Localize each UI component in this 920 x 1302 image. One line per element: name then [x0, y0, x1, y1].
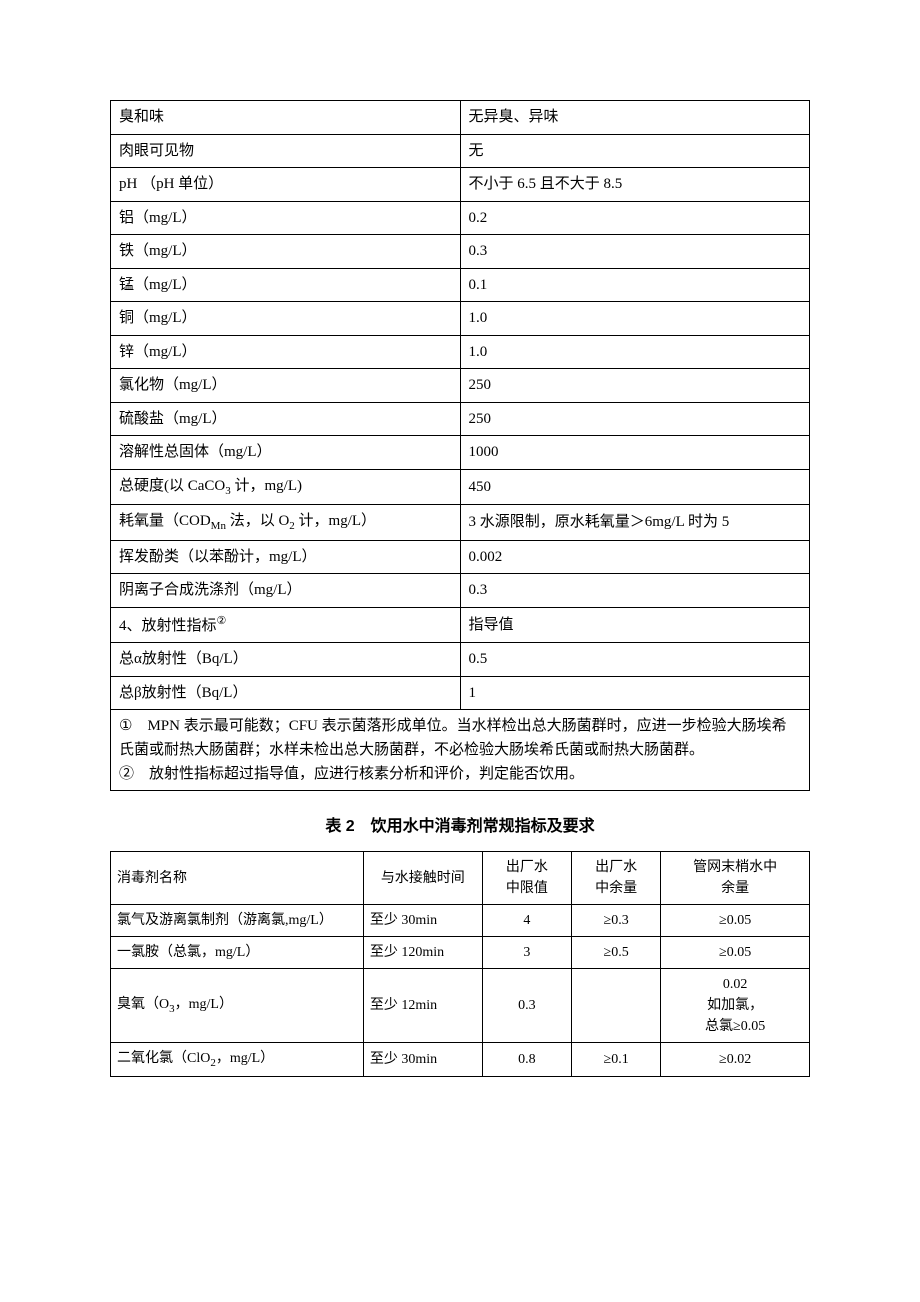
factory-limit: 0.8: [482, 1043, 571, 1077]
header-network: 管网末梢水中余量: [661, 852, 810, 905]
param-cell: 硫酸盐（mg/L）: [111, 402, 461, 436]
water-quality-params-table: 臭和味无异臭、异味 肉眼可见物无 pH （pH 单位）不小于 6.5 且不大于 …: [110, 100, 810, 791]
table-row: 耗氧量（CODMn 法，以 O2 计，mg/L）3 水源限制，原水耗氧量＞6mg…: [111, 505, 810, 541]
table-footnote-row: ① MPN 表示最可能数；CFU 表示菌落形成单位。当水样检出总大肠菌群时，应进…: [111, 710, 810, 791]
network-residual: ≥0.02: [661, 1043, 810, 1077]
factory-limit: 3: [482, 937, 571, 969]
table-row: 氯气及游离氯制剂（游离氯,mg/L） 至少 30min 4 ≥0.3 ≥0.05: [111, 905, 810, 937]
limit-cell: 0.3: [460, 574, 810, 608]
factory-residual: ≥0.3: [572, 905, 661, 937]
table-row: 4、放射性指标②指导值: [111, 607, 810, 643]
param-cell: 锰（mg/L）: [111, 268, 461, 302]
limit-cell: 450: [460, 469, 810, 505]
limit-cell: 1: [460, 676, 810, 710]
table-row: 硫酸盐（mg/L）250: [111, 402, 810, 436]
factory-limit: 0.3: [482, 969, 571, 1043]
limit-cell: 0.5: [460, 643, 810, 677]
param-cell: 阴离子合成洗涤剂（mg/L）: [111, 574, 461, 608]
limit-cell: 无: [460, 134, 810, 168]
table-row: 铜（mg/L）1.0: [111, 302, 810, 336]
factory-residual: [572, 969, 661, 1043]
table-row: 肉眼可见物无: [111, 134, 810, 168]
table-row: 总α放射性（Bq/L）0.5: [111, 643, 810, 677]
contact-time: 至少 12min: [363, 969, 482, 1043]
disinfectant-name: 氯气及游离氯制剂（游离氯,mg/L）: [111, 905, 364, 937]
limit-cell: 不小于 6.5 且不大于 8.5: [460, 168, 810, 202]
table-row: 挥发酚类（以苯酚计，mg/L）0.002: [111, 540, 810, 574]
limit-cell: 250: [460, 369, 810, 403]
factory-residual: ≥0.1: [572, 1043, 661, 1077]
contact-time: 至少 120min: [363, 937, 482, 969]
limit-cell: 1000: [460, 436, 810, 470]
network-residual: 0.02如加氯，总氯≥0.05: [661, 969, 810, 1043]
table-row: 铝（mg/L）0.2: [111, 201, 810, 235]
table-row: 溶解性总固体（mg/L）1000: [111, 436, 810, 470]
disinfectant-name: 一氯胺（总氯，mg/L）: [111, 937, 364, 969]
limit-cell: 指导值: [460, 607, 810, 643]
disinfectant-table: 消毒剂名称 与水接触时间 出厂水中限值 出厂水中余量 管网末梢水中余量 氯气及游…: [110, 851, 810, 1077]
param-cell: 4、放射性指标②: [111, 607, 461, 643]
table-row: 二氧化氯（ClO2，mg/L） 至少 30min 0.8 ≥0.1 ≥0.02: [111, 1043, 810, 1077]
limit-cell: 0.002: [460, 540, 810, 574]
table-row: 臭和味无异臭、异味: [111, 101, 810, 135]
table-row: 锰（mg/L）0.1: [111, 268, 810, 302]
table2-title: 表 2 饮用水中消毒剂常规指标及要求: [110, 815, 810, 839]
factory-residual: ≥0.5: [572, 937, 661, 969]
table-row: 阴离子合成洗涤剂（mg/L）0.3: [111, 574, 810, 608]
param-cell: 总α放射性（Bq/L）: [111, 643, 461, 677]
table-row: pH （pH 单位）不小于 6.5 且不大于 8.5: [111, 168, 810, 202]
table-row: 总β放射性（Bq/L）1: [111, 676, 810, 710]
table-row: 总硬度(以 CaCO3 计，mg/L)450: [111, 469, 810, 505]
table-row: 锌（mg/L）1.0: [111, 335, 810, 369]
param-cell: 铁（mg/L）: [111, 235, 461, 269]
table-header-row: 消毒剂名称 与水接触时间 出厂水中限值 出厂水中余量 管网末梢水中余量: [111, 852, 810, 905]
table-row: 一氯胺（总氯，mg/L） 至少 120min 3 ≥0.5 ≥0.05: [111, 937, 810, 969]
header-limit: 出厂水中限值: [482, 852, 571, 905]
limit-cell: 0.2: [460, 201, 810, 235]
limit-cell: 3 水源限制，原水耗氧量＞6mg/L 时为 5: [460, 505, 810, 541]
limit-cell: 1.0: [460, 302, 810, 336]
table-row: 臭氧（O3，mg/L） 至少 12min 0.3 0.02如加氯，总氯≥0.05: [111, 969, 810, 1043]
param-cell: 总β放射性（Bq/L）: [111, 676, 461, 710]
param-cell: 耗氧量（CODMn 法，以 O2 计，mg/L）: [111, 505, 461, 541]
param-cell: 总硬度(以 CaCO3 计，mg/L): [111, 469, 461, 505]
network-residual: ≥0.05: [661, 937, 810, 969]
footnote-cell: ① MPN 表示最可能数；CFU 表示菌落形成单位。当水样检出总大肠菌群时，应进…: [111, 710, 810, 791]
factory-limit: 4: [482, 905, 571, 937]
param-cell: 肉眼可见物: [111, 134, 461, 168]
limit-cell: 0.1: [460, 268, 810, 302]
table-row: 铁（mg/L）0.3: [111, 235, 810, 269]
contact-time: 至少 30min: [363, 905, 482, 937]
param-cell: 铜（mg/L）: [111, 302, 461, 336]
contact-time: 至少 30min: [363, 1043, 482, 1077]
limit-cell: 0.3: [460, 235, 810, 269]
disinfectant-name: 臭氧（O3，mg/L）: [111, 969, 364, 1043]
param-cell: 铝（mg/L）: [111, 201, 461, 235]
param-cell: 氯化物（mg/L）: [111, 369, 461, 403]
limit-cell: 250: [460, 402, 810, 436]
header-name: 消毒剂名称: [111, 852, 364, 905]
header-contact: 与水接触时间: [363, 852, 482, 905]
disinfectant-name: 二氧化氯（ClO2，mg/L）: [111, 1043, 364, 1077]
network-residual: ≥0.05: [661, 905, 810, 937]
limit-cell: 无异臭、异味: [460, 101, 810, 135]
param-cell: 臭和味: [111, 101, 461, 135]
param-cell: 挥发酚类（以苯酚计，mg/L）: [111, 540, 461, 574]
limit-cell: 1.0: [460, 335, 810, 369]
param-cell: pH （pH 单位）: [111, 168, 461, 202]
table-row: 氯化物（mg/L）250: [111, 369, 810, 403]
param-cell: 锌（mg/L）: [111, 335, 461, 369]
param-cell: 溶解性总固体（mg/L）: [111, 436, 461, 470]
header-residual: 出厂水中余量: [572, 852, 661, 905]
